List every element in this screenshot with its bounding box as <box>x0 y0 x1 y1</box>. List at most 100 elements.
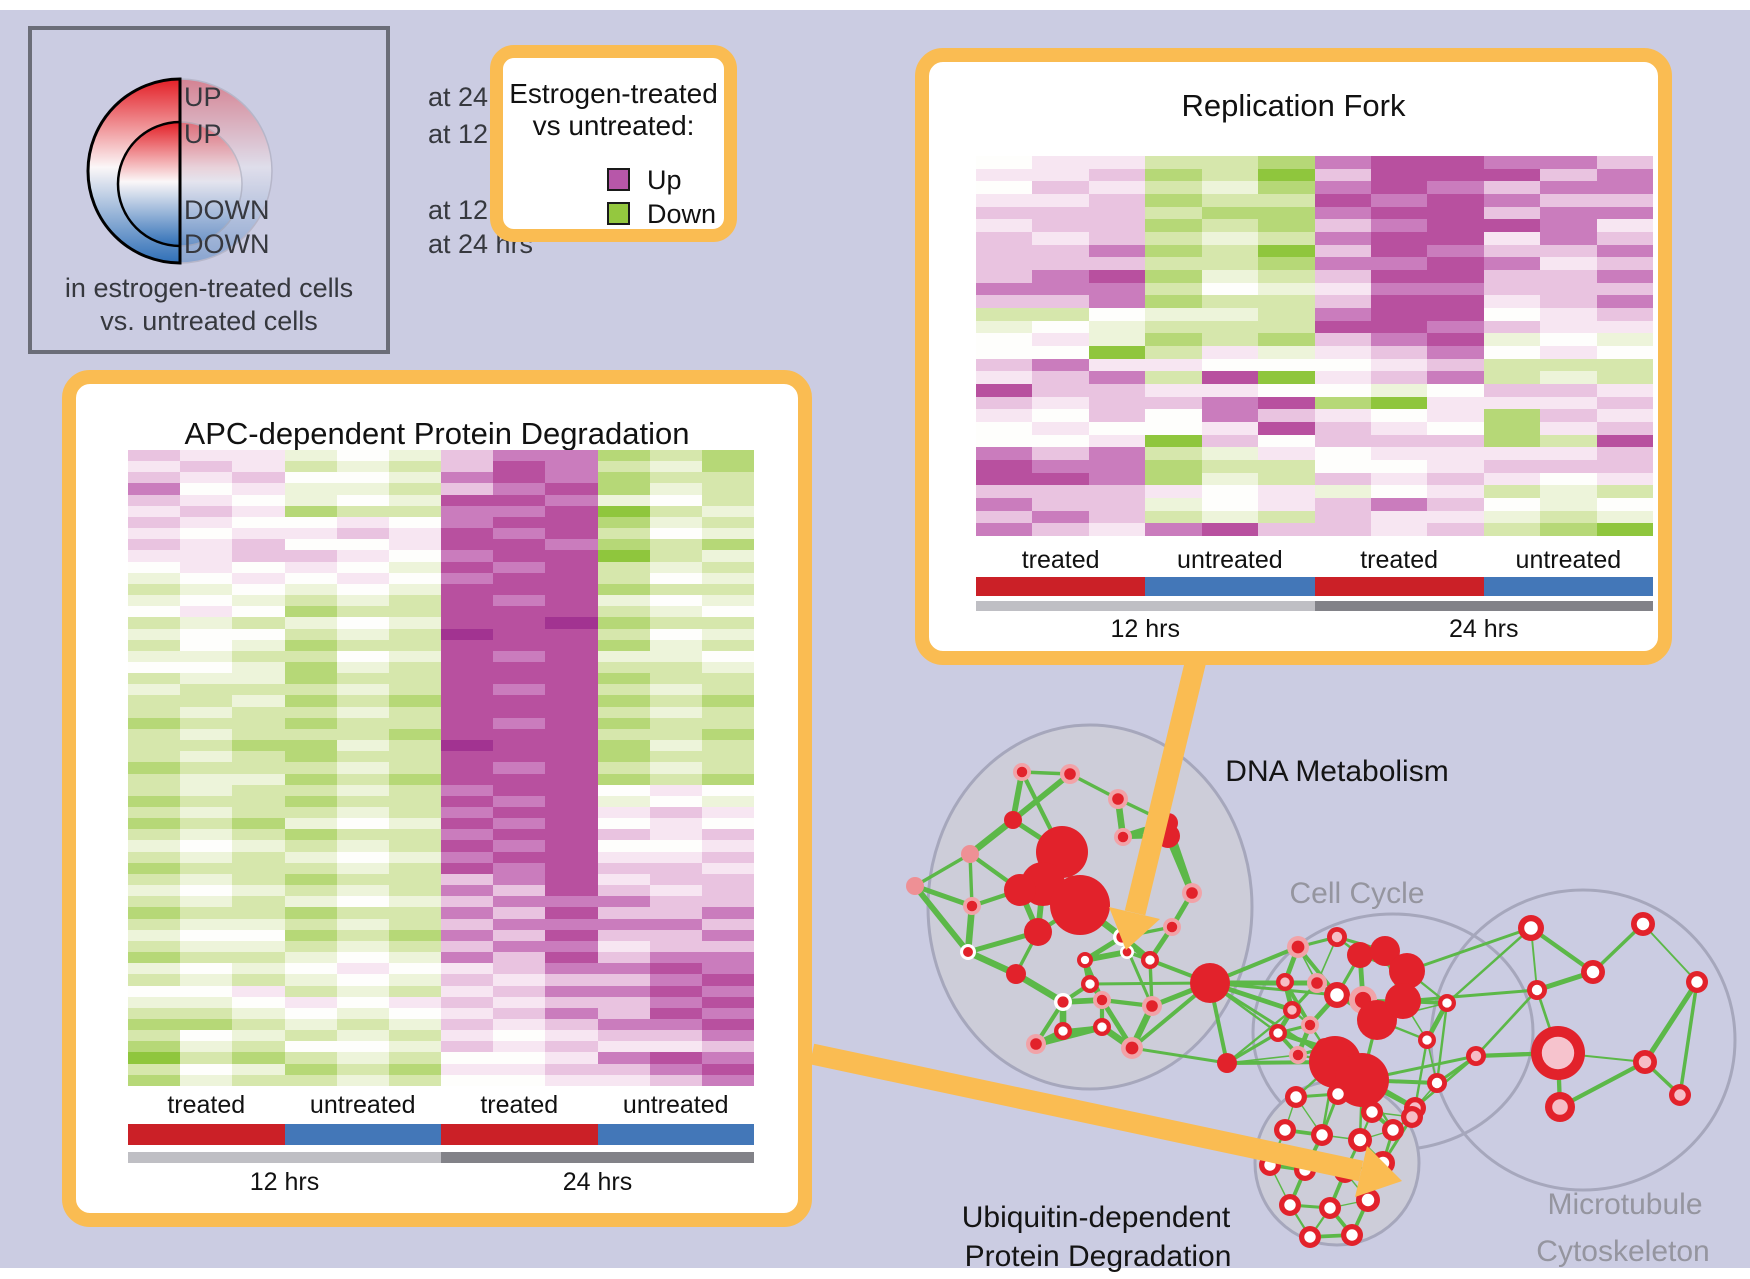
heatmap-cell <box>388 583 442 596</box>
network-edge <box>1117 797 1169 825</box>
network-edge <box>1059 851 1083 906</box>
network-edge <box>1011 817 1064 855</box>
network-edge <box>1021 770 1071 776</box>
heatmap-cell <box>180 539 233 551</box>
network-node-m9 <box>1686 971 1708 993</box>
heatmap-cell <box>1483 320 1541 334</box>
heatmap-cell <box>1258 295 1315 309</box>
heatmap-cell <box>441 807 494 819</box>
network-node-d25 <box>1141 951 1159 969</box>
heatmap-cell <box>1145 371 1202 385</box>
heatmap-cell <box>284 617 337 629</box>
heatmap-cell <box>597 706 650 718</box>
network-edge <box>1303 1134 1324 1171</box>
heatmap-cell <box>1088 270 1146 283</box>
heatmap-cell <box>493 483 546 495</box>
network-node-core <box>1117 831 1129 843</box>
heatmap-cell <box>493 450 546 462</box>
heatmap-cell <box>597 952 650 964</box>
heatmap-cell <box>180 628 233 640</box>
heatmap-cell <box>441 1041 494 1053</box>
network-edge <box>1371 1111 1413 1118</box>
heatmap-row <box>128 1074 755 1086</box>
heatmap-cell <box>180 1030 233 1042</box>
heatmap-cell <box>1032 156 1089 169</box>
heatmap-cell <box>493 617 546 629</box>
heatmap-cell <box>336 550 389 562</box>
heatmap-cell <box>232 1074 285 1086</box>
time-label: 24 hrs <box>1449 615 1519 643</box>
apc-group-labels: treated untreated treated untreated <box>128 1091 754 1120</box>
heatmap-cell <box>388 606 442 618</box>
heatmap-cell <box>493 929 546 941</box>
heatmap-cell <box>597 450 650 462</box>
heatmap-cell <box>1370 358 1428 372</box>
heatmap-cell <box>1145 168 1202 182</box>
heatmap-cell <box>1596 194 1654 207</box>
heatmap-cell <box>493 974 546 986</box>
heatmap-cell <box>1427 447 1484 461</box>
heatmap-cell <box>232 740 285 752</box>
heatmap-cell <box>388 673 442 685</box>
network-edge <box>1101 997 1153 1009</box>
heatmap-cell <box>493 829 546 841</box>
heatmap-cell <box>336 1018 389 1031</box>
heatmap-cell <box>284 918 337 930</box>
network-node-core <box>1085 979 1095 989</box>
heatmap-cell <box>128 483 181 495</box>
heatmap-row <box>976 156 1654 169</box>
heatmap-cell <box>336 1074 389 1086</box>
heatmap-cell <box>336 873 389 886</box>
heatmap-cell <box>441 896 494 908</box>
network-node-core <box>1354 991 1372 1009</box>
heatmap-cell <box>180 829 233 841</box>
heatmap-cell <box>441 784 494 796</box>
heatmap-cell <box>1483 498 1541 511</box>
heatmap-cell <box>128 885 181 897</box>
heatmap-cell <box>336 572 389 584</box>
legend-row-up-24: UP at 24 hrs <box>184 82 533 113</box>
heatmap-cell <box>1427 409 1484 423</box>
heatmap-cell <box>701 450 755 462</box>
heatmap-cell <box>1088 371 1146 385</box>
heatmap-cell <box>128 695 181 707</box>
network-edge <box>1333 1059 1417 1111</box>
heatmap-cell <box>1596 409 1654 423</box>
heatmap-cell <box>232 1018 285 1031</box>
heatmap-cell <box>284 539 337 551</box>
hrs12-bar <box>128 1152 441 1163</box>
network-node-core <box>1442 998 1452 1008</box>
heatmap-cell <box>128 740 181 752</box>
heatmap-cell <box>388 907 442 919</box>
heatmap-cell <box>1201 194 1259 207</box>
heatmap-cell <box>1483 434 1541 448</box>
heatmap-cell <box>493 751 546 763</box>
network-edge <box>1120 936 1154 1007</box>
heatmap-cell <box>649 840 702 852</box>
network-edge <box>1643 1060 1682 1097</box>
heatmap-cell <box>701 985 755 997</box>
heatmap-cell <box>128 617 181 629</box>
heatmap-cell <box>388 528 442 540</box>
heatmap-row <box>128 728 755 741</box>
heatmap-cell <box>597 862 650 874</box>
heatmap-cell <box>493 1030 546 1042</box>
heatmap-cell <box>701 1063 755 1075</box>
heatmap-cell <box>336 717 389 729</box>
heatmap-cell <box>1088 460 1146 473</box>
heatmap-cell <box>493 628 546 640</box>
heatmap-cell <box>976 409 1033 423</box>
heatmap-cell <box>180 740 233 752</box>
heatmap-cell <box>1258 308 1315 321</box>
heatmap-row <box>128 829 755 841</box>
network-node-core <box>1674 1089 1686 1101</box>
heatmap-row <box>128 461 755 473</box>
heatmap-cell <box>1201 295 1259 309</box>
network-node-core <box>1080 955 1090 965</box>
heatmap-cell <box>649 940 702 953</box>
heatmap-row <box>128 885 755 897</box>
heatmap-cell <box>545 807 598 819</box>
heatmap-cell <box>545 639 598 651</box>
heatmap-cell <box>649 896 702 908</box>
heatmap-cell <box>441 818 494 830</box>
